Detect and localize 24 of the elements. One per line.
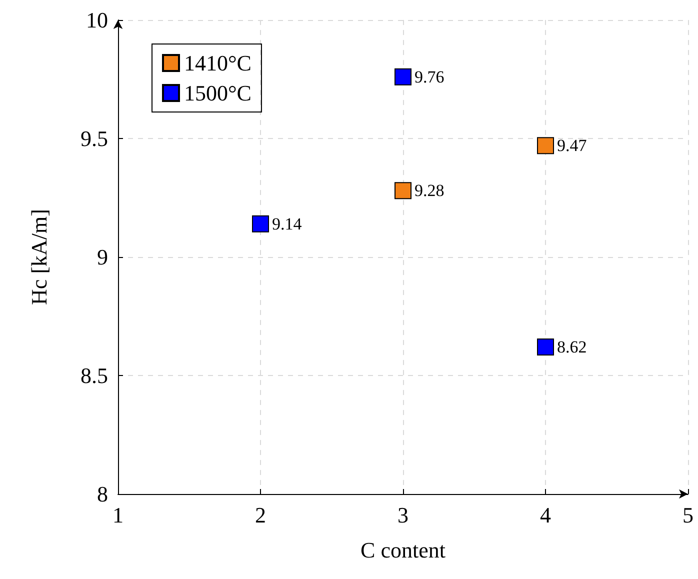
- data-label: 9.14: [272, 214, 302, 234]
- point: [394, 182, 412, 200]
- x-tick-label: 5: [682, 502, 694, 528]
- data-label: 9.47: [557, 136, 588, 156]
- data-label: 9.28: [414, 181, 444, 200]
- y-tick-label: 10: [86, 8, 108, 32]
- x-tick-label: 3: [398, 502, 408, 528]
- data-label: 9.76: [414, 67, 444, 86]
- legend-label: 1500°C: [184, 80, 252, 106]
- x-tick-label: 4: [540, 502, 551, 528]
- y-tick-label: 9.5: [80, 126, 108, 151]
- point: [394, 68, 412, 86]
- y-tick-label: 8.5: [80, 363, 108, 388]
- point: [537, 338, 554, 356]
- point: [252, 215, 269, 232]
- x-tick-label: 2: [255, 502, 266, 528]
- y-tick-label: 9: [97, 244, 108, 270]
- legend-label: 1410°C: [184, 50, 252, 76]
- y-axis-title: Hc [kA/m]: [26, 209, 52, 305]
- data-label: 8.62: [557, 338, 587, 357]
- y-tick-label: 8: [97, 482, 108, 506]
- point: [537, 137, 554, 154]
- x-axis-title: C content: [360, 538, 446, 562]
- x-tick-label: 1: [112, 502, 124, 528]
